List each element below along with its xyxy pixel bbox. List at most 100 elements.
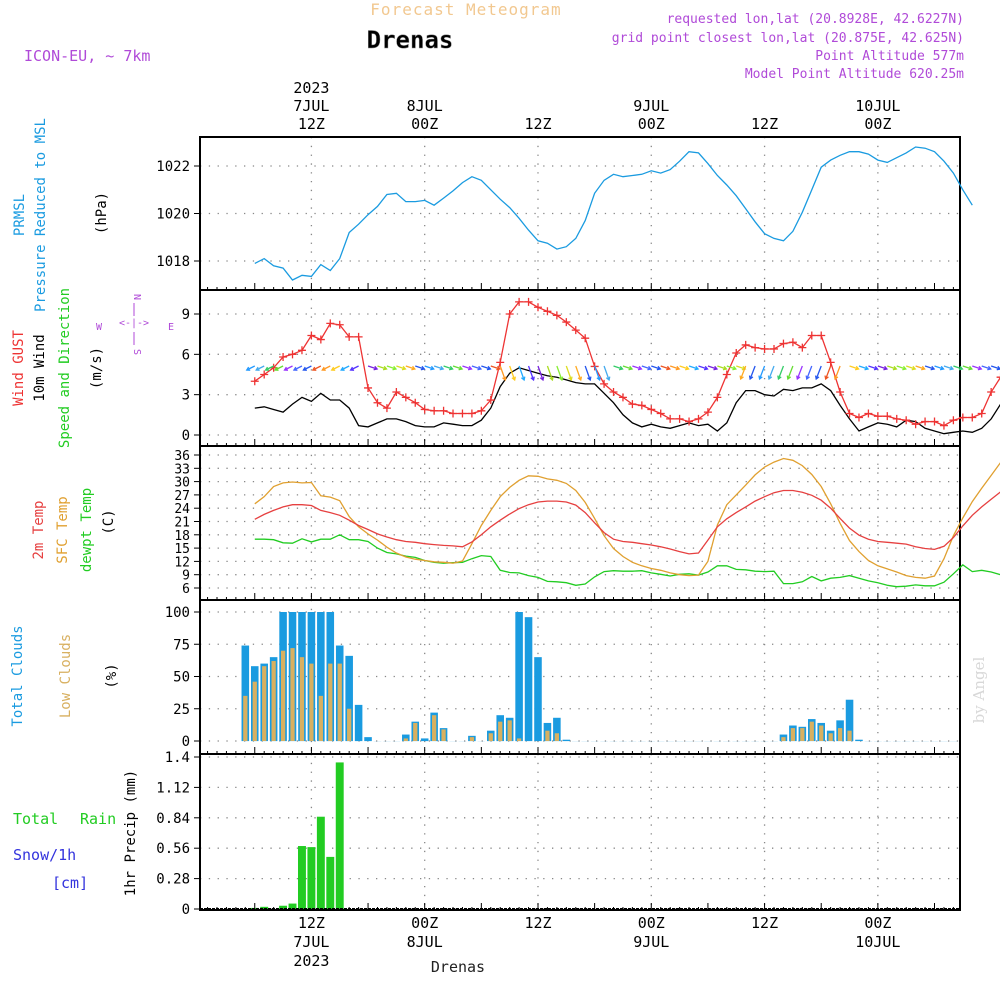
- wind-arrow: [924, 365, 935, 370]
- total-cloud-bar: [855, 739, 863, 742]
- footer-location: Drenas: [431, 958, 485, 976]
- gust-marker: [345, 332, 354, 341]
- y-tick-label: 1.4: [165, 750, 190, 766]
- y-tick-label: 6: [182, 347, 190, 363]
- wind-arrow-head: [722, 365, 728, 371]
- top-hour-label: 12Z: [751, 115, 778, 133]
- y-tick-label: 12: [174, 555, 190, 570]
- gust-marker: [836, 387, 845, 396]
- temp-dew-label: dewpt Temp: [79, 488, 95, 572]
- snow-unit-label: [cm]: [52, 874, 88, 892]
- wind-arrow: [603, 365, 610, 381]
- rain-bar: [307, 847, 316, 909]
- wind-arrow: [726, 365, 737, 370]
- rain-bar: [297, 846, 306, 909]
- bottom-date-label: 7JUL: [293, 933, 329, 951]
- wind-arrow-head: [511, 376, 516, 382]
- gust-marker: [760, 344, 769, 353]
- wind-arrow: [651, 365, 661, 370]
- gust-marker: [543, 307, 552, 316]
- total-cloud-bar: [402, 734, 410, 742]
- wind-arrow-head: [814, 375, 820, 381]
- wind-arrow: [934, 365, 944, 370]
- low-cloud-bar: [299, 657, 305, 741]
- gust-marker: [647, 405, 656, 414]
- y-tick-label: 36: [174, 449, 190, 464]
- wind-arrow-head: [968, 365, 974, 371]
- credit-watermark: by Angel: [970, 656, 988, 723]
- bottom-hour-label: 12Z: [751, 914, 778, 932]
- requested-coords: requested lon,lat (20.8928E, 42.6227N): [667, 12, 964, 27]
- model-label: ICON-EU, ~ 7km: [24, 47, 150, 65]
- pressure-label-b: Pressure Reduced to MSL: [33, 118, 49, 312]
- wind-arrow: [386, 365, 397, 370]
- wind-arrow-head: [530, 376, 535, 382]
- wind-arrow: [274, 365, 284, 371]
- precip-unit: 1hr Precip (mm): [123, 770, 139, 896]
- wind-arrow: [787, 365, 794, 380]
- wind-arrow-head: [449, 365, 454, 371]
- wind-arrow: [509, 365, 516, 381]
- wind-arrow: [284, 365, 293, 371]
- gust-marker: [279, 353, 288, 362]
- gust-marker: [496, 358, 505, 367]
- wind-gust-label: Wind GUST: [11, 330, 27, 406]
- gust-marker: [401, 393, 410, 402]
- wind-arrow-head: [549, 376, 554, 382]
- y-tick-label: 0.56: [156, 841, 190, 857]
- wind-arrow-head: [520, 376, 526, 382]
- total-cloud-bar: [364, 737, 372, 742]
- clouds-unit: (%): [104, 663, 120, 688]
- total-cloud-bar: [562, 739, 571, 742]
- y-tick-label: 6: [182, 582, 190, 597]
- total-cloud-bar: [354, 704, 363, 742]
- gust-marker: [533, 303, 542, 312]
- gust-marker: [335, 320, 344, 329]
- gust-marker: [977, 409, 986, 418]
- y-tick-label: 25: [173, 702, 190, 718]
- wind-arrow: [641, 365, 652, 370]
- pressure-line: [254, 146, 973, 281]
- wind-arrow: [736, 365, 746, 370]
- gust-marker: [477, 406, 486, 415]
- rain-bar: [279, 905, 288, 909]
- wind-arrow: [565, 365, 572, 381]
- wind-arrow: [377, 365, 387, 370]
- wind-arrow: [452, 365, 463, 370]
- low-cloud-bar: [790, 728, 796, 741]
- gust-marker: [411, 398, 420, 407]
- y-tick-label: 18: [174, 529, 190, 544]
- wind-arrow-head: [741, 365, 747, 371]
- wind-arrow-head: [292, 366, 298, 371]
- wind-arrow: [896, 365, 906, 370]
- total-cloud-bar: [534, 657, 542, 742]
- wind-arrow-head: [596, 376, 601, 382]
- low-cloud-bar: [781, 737, 786, 741]
- gust-marker: [703, 408, 712, 417]
- wind-arrow: [698, 365, 708, 370]
- wind-10m-line: [254, 367, 1000, 435]
- bottom-date-label: 9JUL: [633, 933, 669, 951]
- y-tick-label: 33: [174, 462, 190, 477]
- wind-arrow-head: [666, 365, 671, 371]
- gust-marker: [694, 414, 703, 423]
- gust-marker: [458, 409, 467, 418]
- wind-arrow: [943, 365, 954, 370]
- wind-arrow-head: [987, 365, 992, 371]
- wind-arrow-head: [703, 365, 709, 371]
- total-cloud-bar: [553, 717, 561, 742]
- y-tick-label: 24: [174, 502, 190, 517]
- low-cloud-bar: [328, 663, 333, 741]
- gust-marker: [449, 409, 458, 418]
- top-date-label: 7JUL: [293, 97, 329, 115]
- wind-arrow-head: [401, 365, 407, 371]
- wind-arrow-head: [824, 375, 829, 381]
- top-date-label: 8JUL: [407, 97, 443, 115]
- total-cloud-bar: [345, 655, 353, 742]
- wind-arrow: [768, 365, 775, 380]
- wind-arrow-head: [675, 365, 681, 371]
- y-tick-label: 0: [182, 902, 190, 918]
- bottom-hour-label: 00Z: [411, 914, 438, 932]
- gust-marker: [902, 416, 911, 425]
